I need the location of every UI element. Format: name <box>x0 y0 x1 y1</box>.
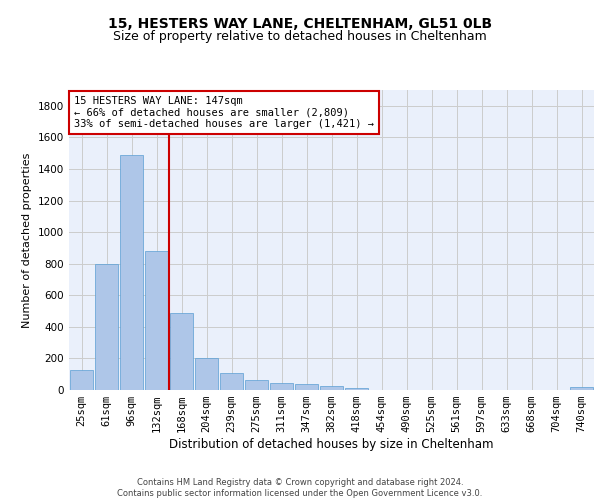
Bar <box>220 374 243 390</box>
Bar <box>345 388 368 390</box>
Bar <box>95 264 118 390</box>
Bar <box>70 370 93 390</box>
Bar <box>570 387 593 390</box>
Bar <box>270 383 293 390</box>
Bar <box>145 251 168 390</box>
Bar <box>120 154 143 390</box>
X-axis label: Distribution of detached houses by size in Cheltenham: Distribution of detached houses by size … <box>169 438 494 451</box>
Text: Contains HM Land Registry data © Crown copyright and database right 2024.
Contai: Contains HM Land Registry data © Crown c… <box>118 478 482 498</box>
Bar <box>320 386 343 390</box>
Text: 15, HESTERS WAY LANE, CHELTENHAM, GL51 0LB: 15, HESTERS WAY LANE, CHELTENHAM, GL51 0… <box>108 18 492 32</box>
Bar <box>245 380 268 390</box>
Text: 15 HESTERS WAY LANE: 147sqm
← 66% of detached houses are smaller (2,809)
33% of : 15 HESTERS WAY LANE: 147sqm ← 66% of det… <box>74 96 374 129</box>
Bar <box>170 312 193 390</box>
Y-axis label: Number of detached properties: Number of detached properties <box>22 152 32 328</box>
Text: Size of property relative to detached houses in Cheltenham: Size of property relative to detached ho… <box>113 30 487 43</box>
Bar <box>195 358 218 390</box>
Bar <box>295 384 318 390</box>
